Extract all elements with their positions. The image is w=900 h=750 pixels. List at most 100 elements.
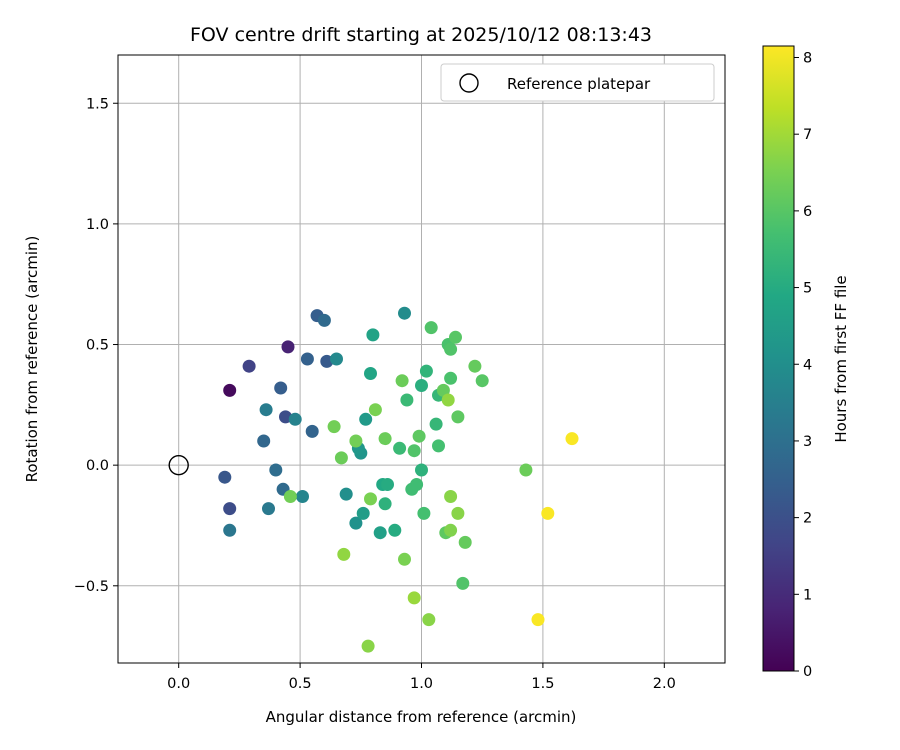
data-point: [257, 434, 271, 448]
data-point: [305, 424, 319, 438]
data-point: [361, 639, 375, 653]
data-point: [444, 523, 458, 537]
data-point: [223, 502, 237, 516]
data-point: [281, 340, 295, 354]
data-point: [378, 432, 392, 446]
data-point: [274, 381, 288, 395]
data-point: [458, 535, 472, 549]
data-point: [337, 547, 351, 561]
colorbar-tick-label: 0: [803, 664, 812, 680]
data-point: [259, 403, 273, 417]
data-point: [531, 613, 545, 627]
data-point: [456, 576, 470, 590]
data-point: [223, 523, 237, 537]
data-point: [296, 490, 309, 503]
data-point: [262, 502, 275, 516]
data-point: [415, 463, 428, 477]
data-point: [279, 410, 292, 424]
scatter-points: [218, 306, 579, 653]
data-point: [334, 451, 348, 465]
data-point: [468, 359, 482, 373]
reference-layer: [168, 454, 189, 476]
data-point: [381, 478, 394, 491]
data-point: [400, 393, 414, 407]
data-point: [407, 591, 421, 605]
data-point: [475, 374, 489, 388]
y-tick-label: −0.5: [74, 579, 109, 595]
legend: Reference platepar: [440, 63, 715, 102]
data-point: [398, 552, 411, 566]
legend-reference-marker: [459, 73, 479, 93]
data-point: [393, 441, 407, 455]
data-point: [320, 354, 334, 368]
data-point: [269, 463, 283, 477]
y-tick-label: 0.5: [86, 338, 109, 354]
x-tick-label: 1.0: [410, 676, 433, 692]
colorbar-tick-label: 6: [803, 204, 812, 220]
data-point: [441, 393, 455, 407]
data-point: [366, 328, 380, 342]
x-axis-label: Angular distance from reference (arcmin): [266, 708, 577, 726]
data-point: [449, 330, 462, 344]
data-point: [398, 306, 411, 320]
chart-title: FOV centre drift starting at 2025/10/12 …: [190, 24, 652, 46]
data-point: [373, 526, 387, 540]
data-point: [436, 383, 450, 397]
data-point: [417, 506, 431, 520]
data-point: [368, 403, 382, 417]
data-point: [317, 313, 331, 327]
colorbar-tick-label: 7: [803, 127, 812, 143]
colorbar-gradient: [762, 45, 795, 672]
colorbar-tick-label: 1: [803, 587, 812, 603]
data-point: [410, 478, 424, 491]
colorbar-tick-label: 3: [803, 434, 812, 450]
data-point: [378, 497, 392, 511]
colorbar: 0 1 2 3 4 5 6 7 8: [762, 45, 812, 680]
data-point: [424, 321, 438, 335]
data-point: [218, 470, 232, 484]
data-point: [330, 352, 343, 366]
colorbar-tick-label: 2: [803, 511, 812, 527]
legend-label: Reference platepar: [507, 75, 651, 93]
data-point: [429, 417, 443, 431]
x-tick-label: 1.5: [531, 676, 554, 692]
data-point: [412, 429, 426, 443]
data-point: [519, 463, 533, 477]
data-point: [300, 352, 314, 366]
data-point: [444, 490, 458, 503]
x-tick-label: 0.5: [289, 676, 312, 692]
reference-platepar-marker: [168, 454, 189, 476]
data-point: [444, 342, 458, 356]
data-point: [283, 490, 297, 503]
y-tick-label: 1.0: [86, 217, 109, 233]
data-point: [444, 371, 458, 385]
data-point: [339, 487, 353, 501]
data-point: [419, 364, 433, 378]
data-point: [364, 492, 377, 506]
data-point: [288, 412, 302, 426]
data-point: [327, 420, 341, 434]
data-point: [349, 434, 363, 448]
data-point: [395, 374, 409, 388]
colorbar-tick-label: 8: [803, 51, 812, 67]
data-point: [451, 410, 465, 424]
y-tick-label: 0.0: [86, 458, 109, 474]
data-point: [242, 359, 256, 373]
data-point: [415, 379, 428, 392]
y-tick-label: 1.5: [86, 96, 109, 112]
x-tick-label: 2.0: [653, 676, 676, 692]
data-point: [451, 506, 465, 520]
axis-ticks: 0.0 0.5 1.0 1.5 2.0 −0.5 0.0 0.5 1.0 1.5: [74, 96, 676, 692]
data-point: [541, 506, 555, 520]
data-point: [364, 367, 377, 380]
data-point: [356, 506, 370, 520]
data-point: [565, 432, 579, 446]
grid: [118, 55, 725, 663]
data-point: [359, 412, 373, 426]
data-point: [349, 516, 363, 530]
data-point: [388, 523, 402, 537]
y-axis-label: Rotation from reference (arcmin): [23, 236, 41, 483]
colorbar-label: Hours from first FF file: [832, 275, 850, 442]
data-point: [407, 444, 421, 458]
